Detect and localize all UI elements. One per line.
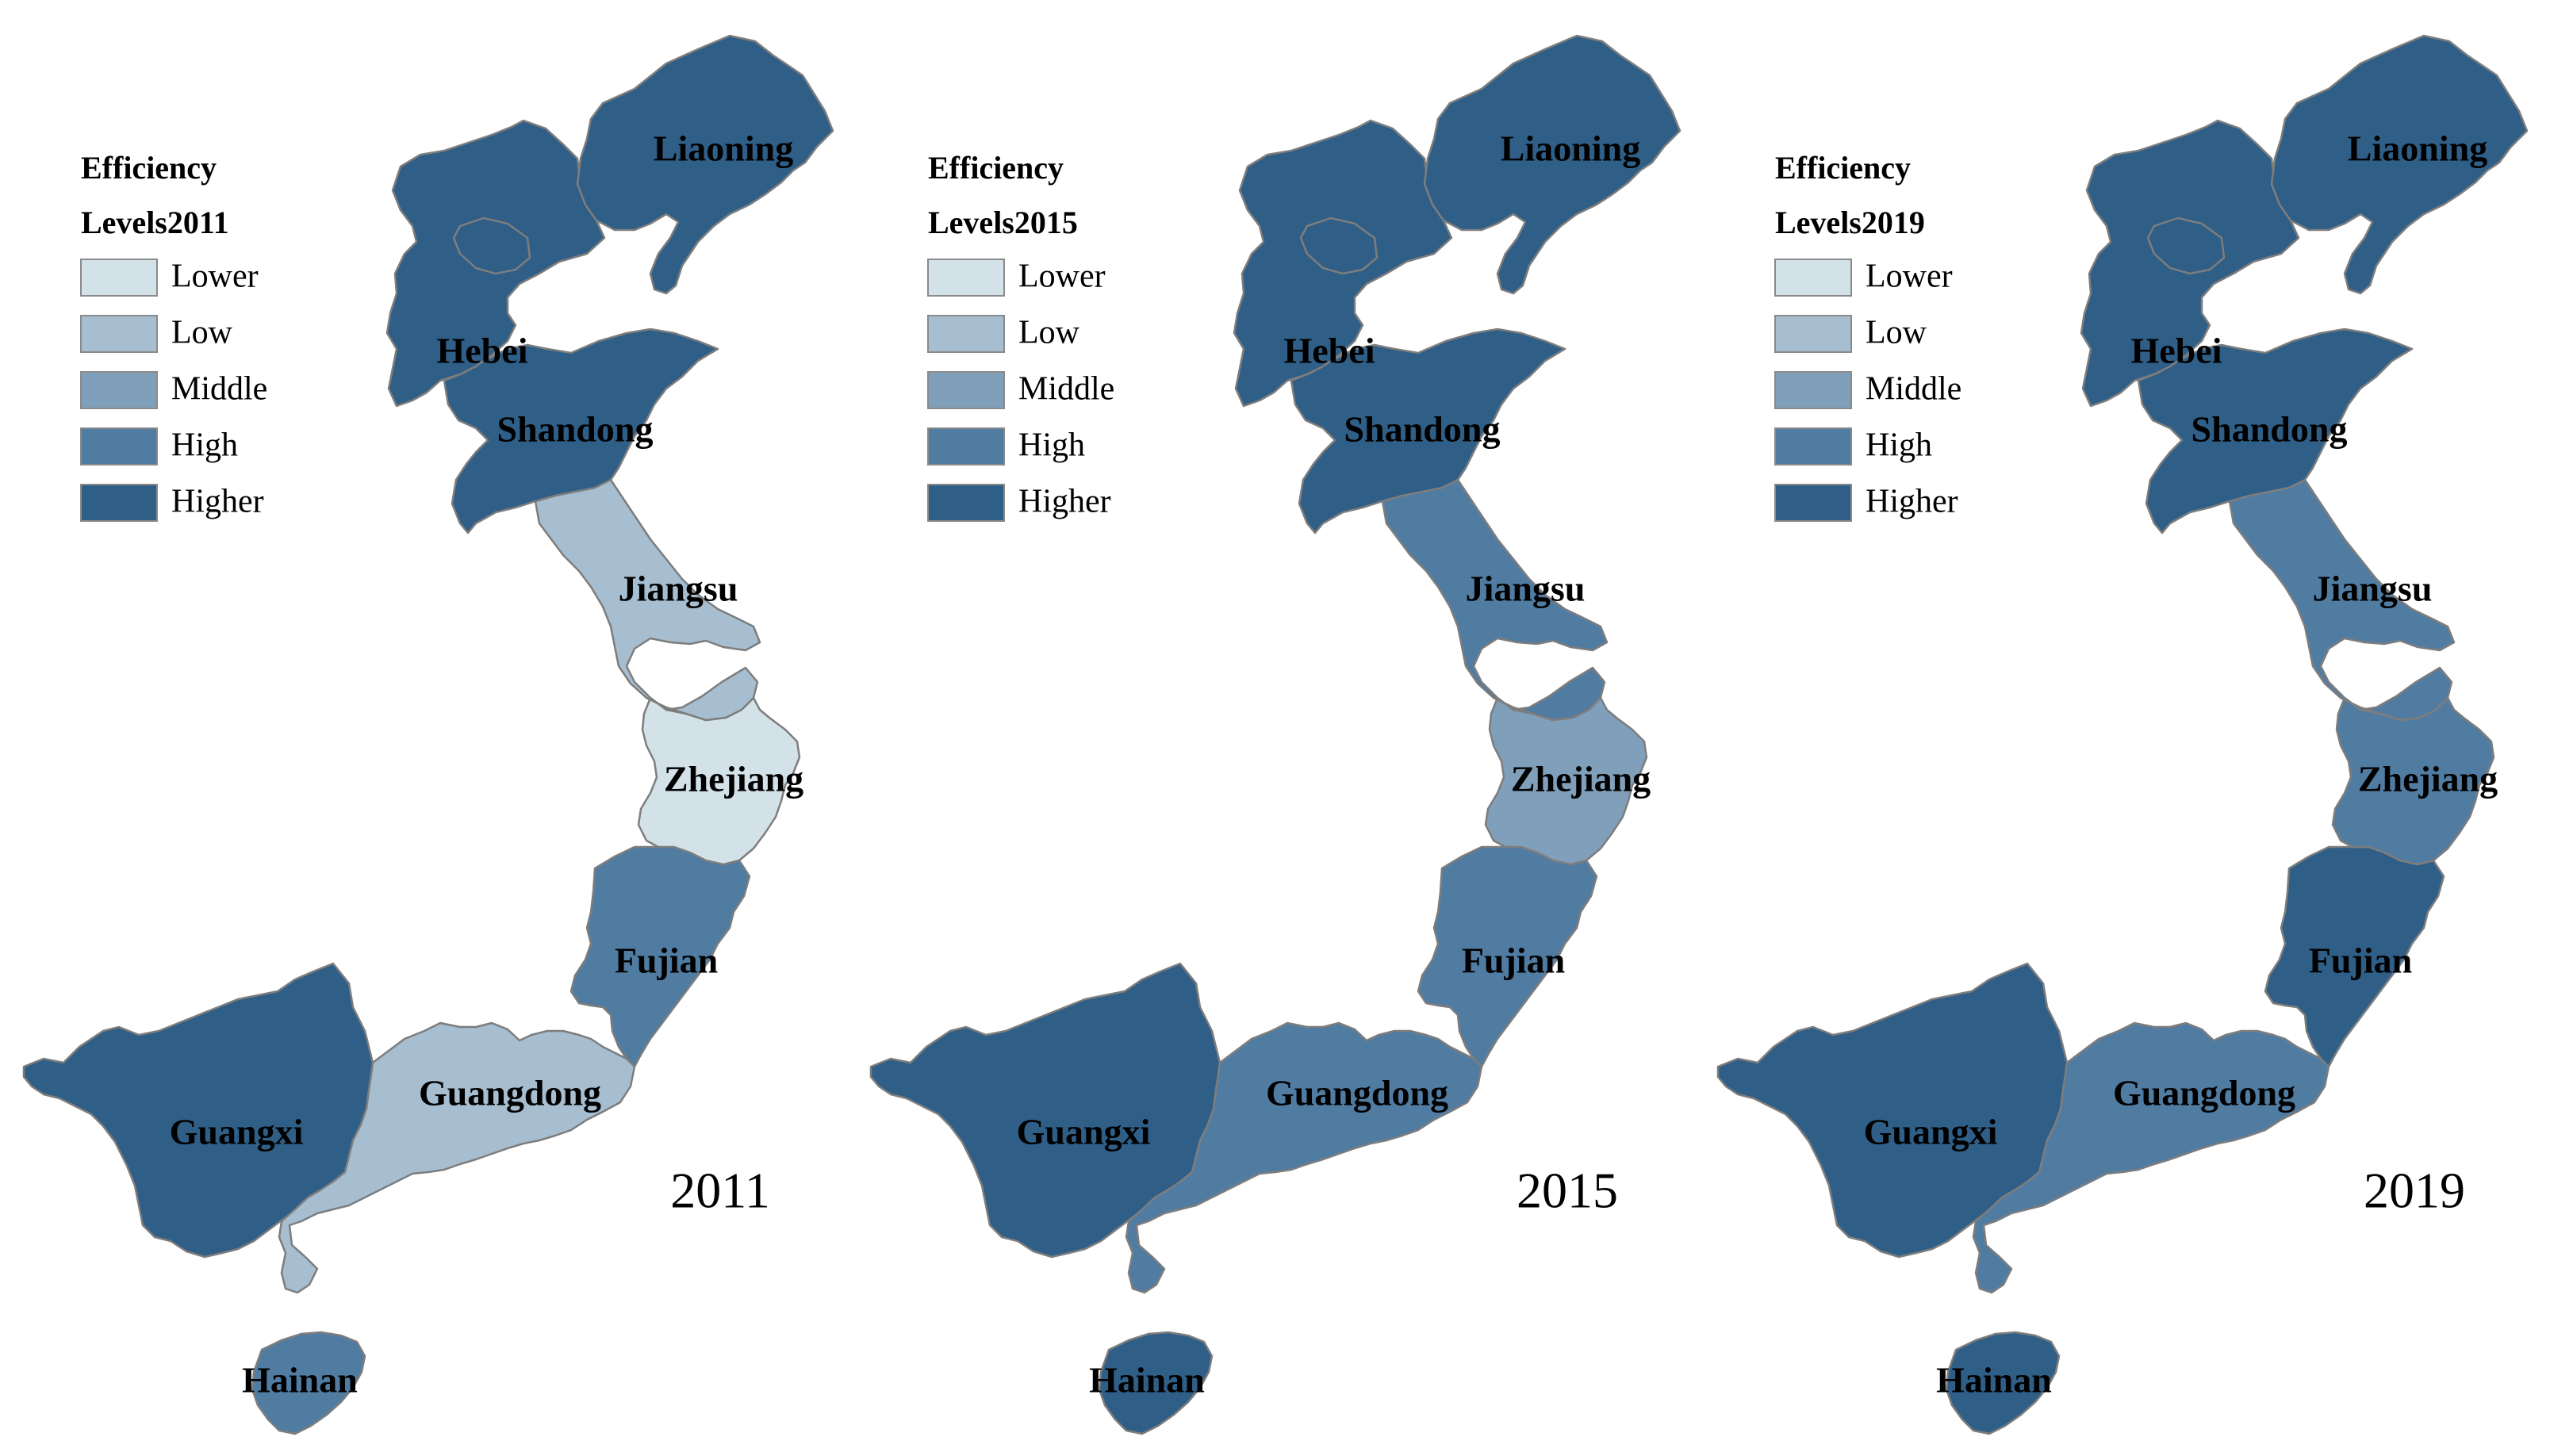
legend-2015: Efficiency Levels2015 Lower Low Middle High Hi… (927, 150, 1114, 522)
province-label-jiangsu: Jiangsu (619, 569, 738, 609)
legend-title-line2: Levels2015 (928, 205, 1078, 240)
province-label-zhejiang: Zhejiang (2358, 759, 2498, 799)
province-guangdong-2015 (1125, 1021, 1483, 1294)
legend-label-middle: Middle (1866, 371, 1961, 408)
province-label-guangxi: Guangxi (170, 1112, 304, 1152)
province-label-hainan: Hainan (242, 1360, 358, 1400)
map-panel-2019: Guangxi Guangdong Hainan Fujian Zhejiang Jian… (1716, 34, 2529, 1435)
year-label-2011: 2011 (670, 1163, 770, 1219)
province-guangdong-2011 (278, 1021, 636, 1294)
legend-title-line1: Efficiency (81, 150, 217, 186)
province-label-fujian: Fujian (2309, 941, 2412, 981)
year-label-2019: 2019 (2364, 1163, 2465, 1219)
province-label-jiangsu: Jiangsu (1466, 569, 1586, 609)
province-label-hainan: Hainan (1936, 1360, 2052, 1400)
legend-swatch-middle (80, 371, 158, 409)
province-liaoning-2015 (1423, 34, 1681, 295)
legend-label-low: Low (1866, 315, 1927, 351)
legend-label-lower: Lower (171, 259, 259, 295)
province-label-hebei: Hebei (437, 331, 528, 371)
province-label-liaoning: Liaoning (2348, 128, 2487, 169)
legend-swatch-higher (927, 484, 1005, 522)
year-label-2015: 2015 (1517, 1163, 1618, 1219)
legend-swatch-higher (1774, 484, 1852, 522)
province-label-jiangsu: Jiangsu (2313, 569, 2433, 609)
province-label-guangxi: Guangxi (1864, 1112, 1998, 1152)
legend-label-high: High (171, 427, 238, 464)
province-jiangsu-2011 (534, 478, 761, 722)
province-label-fujian: Fujian (615, 941, 718, 981)
province-label-hebei: Hebei (2131, 331, 2222, 371)
legend-label-high: High (1018, 427, 1085, 464)
legend-swatch-middle (927, 371, 1005, 409)
legend-swatch-lower (1774, 259, 1852, 297)
province-hebei-2011 (385, 119, 606, 408)
legend-label-lower: Lower (1018, 259, 1106, 295)
province-label-shandong: Shandong (1344, 409, 1501, 450)
province-label-zhejiang: Zhejiang (1511, 759, 1651, 799)
province-label-guangdong: Guangdong (2113, 1073, 2295, 1113)
province-label-hebei: Hebei (1284, 331, 1375, 371)
province-label-liaoning: Liaoning (1501, 128, 1640, 169)
legend-swatch-high (80, 427, 158, 466)
map-panel-2011: Guangxi Guangdong Hainan Fujian Zhejiang Jian… (22, 34, 834, 1435)
legend-label-higher: Higher (1866, 484, 1958, 520)
legend-swatch-high (1774, 427, 1852, 466)
legend-label-higher: Higher (1018, 484, 1111, 520)
province-label-guangdong: Guangdong (419, 1073, 601, 1113)
province-hainan-2011 (251, 1331, 366, 1435)
province-label-guangdong: Guangdong (1266, 1073, 1448, 1113)
map-panel-2015: Guangxi Guangdong Hainan Fujian Zhejiang Jian… (869, 34, 1681, 1435)
province-liaoning-2019 (2270, 34, 2529, 295)
province-jiangsu-2019 (2228, 478, 2456, 722)
legend-swatch-lower (80, 259, 158, 297)
legend-label-low: Low (1018, 315, 1080, 351)
legend-swatch-lower (927, 259, 1005, 297)
legend-title-line2: Levels2011 (81, 205, 229, 240)
province-hebei-2015 (1233, 119, 1453, 408)
legend-swatch-low (1774, 315, 1852, 353)
province-shandong-2019 (2137, 328, 2414, 535)
legend-title-line1: Efficiency (928, 150, 1064, 186)
legend-swatch-high (927, 427, 1005, 466)
province-label-guangxi: Guangxi (1017, 1112, 1151, 1152)
legend-swatch-higher (80, 484, 158, 522)
legend-label-middle: Middle (171, 371, 267, 408)
legend-label-low: Low (171, 315, 233, 351)
province-guangdong-2019 (1972, 1021, 2330, 1294)
legend-swatch-low (927, 315, 1005, 353)
province-shandong-2015 (1290, 328, 1566, 535)
province-label-shandong: Shandong (2191, 409, 2348, 450)
province-label-hainan: Hainan (1089, 1360, 1205, 1400)
province-liaoning-2011 (576, 34, 834, 295)
province-hainan-2019 (1945, 1331, 2061, 1435)
legend-title-line1: Efficiency (1775, 150, 1911, 186)
legend-2011: Efficiency Levels2011 Lower Low Middle High Hi… (80, 150, 267, 522)
province-label-shandong: Shandong (497, 409, 654, 450)
legend-label-higher: Higher (171, 484, 264, 520)
legend-2019: Efficiency Levels2019 Lower Low Middle High Hi… (1774, 150, 1961, 522)
province-hebei-2019 (2080, 119, 2300, 408)
legend-label-lower: Lower (1866, 259, 1953, 295)
legend-label-high: High (1866, 427, 1932, 464)
legend-title-line2: Levels2019 (1775, 205, 1925, 240)
legend-swatch-low (80, 315, 158, 353)
province-label-zhejiang: Zhejiang (664, 759, 803, 799)
province-jiangsu-2015 (1381, 478, 1609, 722)
legend-swatch-middle (1774, 371, 1852, 409)
province-label-liaoning: Liaoning (654, 128, 793, 169)
province-hainan-2015 (1098, 1331, 1214, 1435)
province-shandong-2011 (443, 328, 719, 535)
province-label-fujian: Fujian (1462, 941, 1565, 981)
legend-label-middle: Middle (1018, 371, 1114, 408)
